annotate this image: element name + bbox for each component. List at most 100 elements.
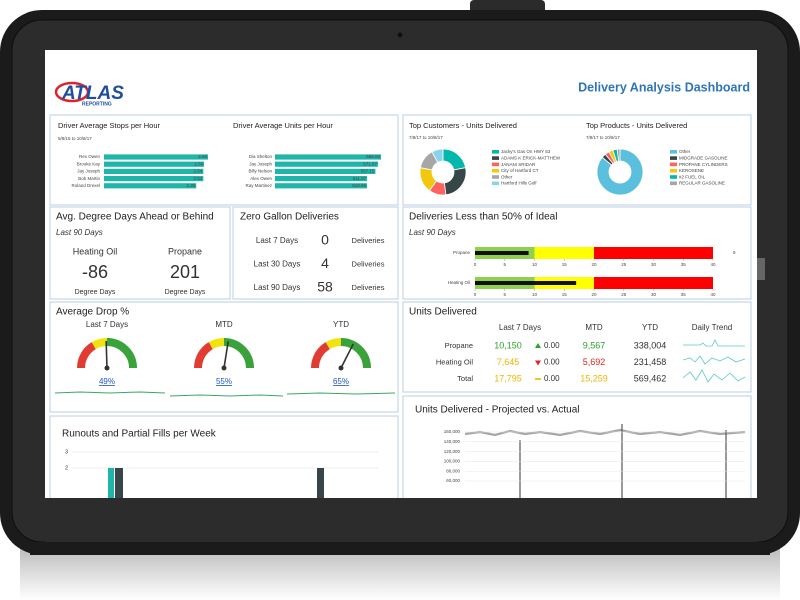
y-tick-label: 3 <box>65 449 68 455</box>
gauge-label: Last 7 Days <box>86 320 128 329</box>
x-tick-label: 5 <box>503 262 506 267</box>
panel-title: Top Customers - Units Delivered <box>409 121 517 130</box>
value-label: 2.54 <box>194 169 203 174</box>
row-label: Last 90 Days <box>254 283 301 292</box>
bar <box>104 161 205 167</box>
panel-title: Driver Average Units per Hour <box>233 121 333 130</box>
value-label: 2.56 <box>194 161 203 166</box>
value-label: 2.36 <box>187 183 196 188</box>
legend-swatch <box>492 168 499 173</box>
gauge-band <box>208 338 225 350</box>
legend-swatch <box>492 156 499 160</box>
category-label: Propane <box>453 250 471 255</box>
projected-line <box>464 428 746 437</box>
bar <box>115 468 123 498</box>
y-tick-label: 140,000 <box>444 439 461 444</box>
bar <box>317 468 324 498</box>
column-header: YTD <box>642 323 658 332</box>
x-tick-label: 15 <box>562 262 568 267</box>
gauge-band <box>194 342 214 369</box>
panel <box>402 395 752 507</box>
legend-label: Hartford Hills Golf <box>501 181 537 186</box>
legend-label: ADAMS K ERICK-MATTHEW <box>501 155 561 160</box>
x-tick-label: 30 <box>651 262 657 267</box>
gauge-hub <box>338 365 344 371</box>
band <box>594 277 713 289</box>
trend-line <box>169 394 284 397</box>
value-label: 557.15 <box>361 169 375 174</box>
kpi-value: 201 <box>170 262 200 282</box>
category-label: Jay Joseph <box>249 161 272 166</box>
x-tick-label: 35 <box>681 292 687 297</box>
bar <box>475 281 577 285</box>
row-value: 58 <box>317 279 333 295</box>
trend-icon <box>535 360 541 366</box>
x-tick-label: 10 <box>532 262 538 267</box>
column-header: MTD <box>585 323 603 332</box>
gauge-needle <box>340 343 354 369</box>
row-label: Last 7 Days <box>256 236 298 245</box>
cell: 0.00 <box>544 341 560 350</box>
sparkline <box>682 369 746 383</box>
bar <box>475 251 529 255</box>
row-unit: Deliveries <box>352 259 385 268</box>
gauge-hub <box>104 365 110 371</box>
gauge-value: 55% <box>216 377 232 386</box>
bar <box>275 154 381 160</box>
trend-line <box>286 392 396 395</box>
donut-slice <box>431 148 444 163</box>
category-label: Bob Martin <box>78 176 100 181</box>
bar <box>104 176 204 182</box>
band <box>594 247 713 259</box>
dashboard-title: Delivery Analysis Dashboard <box>578 80 750 94</box>
kpi-unit: Degree Days <box>165 289 206 296</box>
kpi-label: Heating Oil <box>73 246 118 256</box>
cell: 9,567 <box>583 340 606 350</box>
x-tick-label: 0 <box>474 262 477 267</box>
y-tick-label: 160,000 <box>444 429 461 434</box>
category-label: Jay Joseph <box>77 169 100 174</box>
y-tick-label: 120,000 <box>444 449 461 454</box>
legend-swatch <box>492 181 499 186</box>
bar <box>104 168 204 174</box>
gauge-band <box>325 338 342 350</box>
donut-slice <box>596 148 644 196</box>
x-tick-label: 25 <box>621 262 627 267</box>
data-label: 9 <box>733 250 736 255</box>
donut-slice <box>616 148 621 162</box>
legend-swatch <box>670 162 677 167</box>
panel-title: Units Delivered - Projected vs. Actual <box>415 405 580 416</box>
panel-subtitle: Last 90 Days <box>56 228 103 237</box>
row-label: Total <box>457 374 473 383</box>
legend-swatch <box>492 150 499 154</box>
gauge-label: YTD <box>333 320 349 329</box>
x-tick-label: 20 <box>591 292 597 297</box>
gauge-label: MTD <box>215 320 233 329</box>
panel <box>49 206 231 300</box>
legend-label: City of Hartford CT <box>501 168 539 173</box>
trend-icon <box>535 343 541 348</box>
trend-line <box>54 391 166 394</box>
panel-title: Deliveries Less than 50% of Ideal <box>409 212 557 223</box>
row-unit: Deliveries <box>352 236 385 245</box>
x-tick-label: 0 <box>474 292 477 297</box>
value-label: 571.67 <box>363 161 377 166</box>
gauge-needle <box>105 340 108 369</box>
bar <box>108 468 114 498</box>
bezel-bottom <box>45 498 757 542</box>
value-label: 2.66 <box>198 154 207 159</box>
cell: 231,458 <box>634 357 667 367</box>
panel <box>402 301 752 393</box>
reflection <box>20 548 780 600</box>
category-label: Heating Oil <box>448 280 470 285</box>
logo-sub: REPORTING <box>82 101 112 107</box>
panel-title: Driver Average Stops per Hour <box>58 121 160 130</box>
legend-label: REGULAR GASOLINE <box>679 181 725 186</box>
row-label: Propane <box>445 341 473 350</box>
logo-swoosh <box>54 81 90 103</box>
value-label: 511.07 <box>353 176 367 181</box>
kpi-value: -86 <box>82 262 108 282</box>
cell: 7,645 <box>497 357 520 367</box>
legend-swatch <box>670 150 677 154</box>
